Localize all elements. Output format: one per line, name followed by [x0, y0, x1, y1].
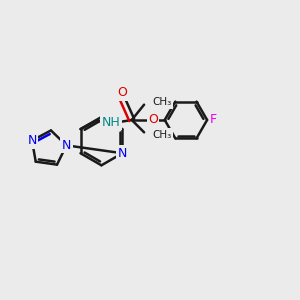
Text: CH₃: CH₃ [152, 97, 172, 107]
Text: O: O [148, 113, 158, 127]
Text: N: N [27, 134, 37, 147]
Text: NH: NH [102, 116, 121, 129]
Text: N: N [62, 139, 71, 152]
Text: N: N [118, 147, 127, 160]
Text: CH₃: CH₃ [152, 130, 172, 140]
Text: O: O [117, 86, 127, 99]
Text: F: F [210, 113, 217, 127]
